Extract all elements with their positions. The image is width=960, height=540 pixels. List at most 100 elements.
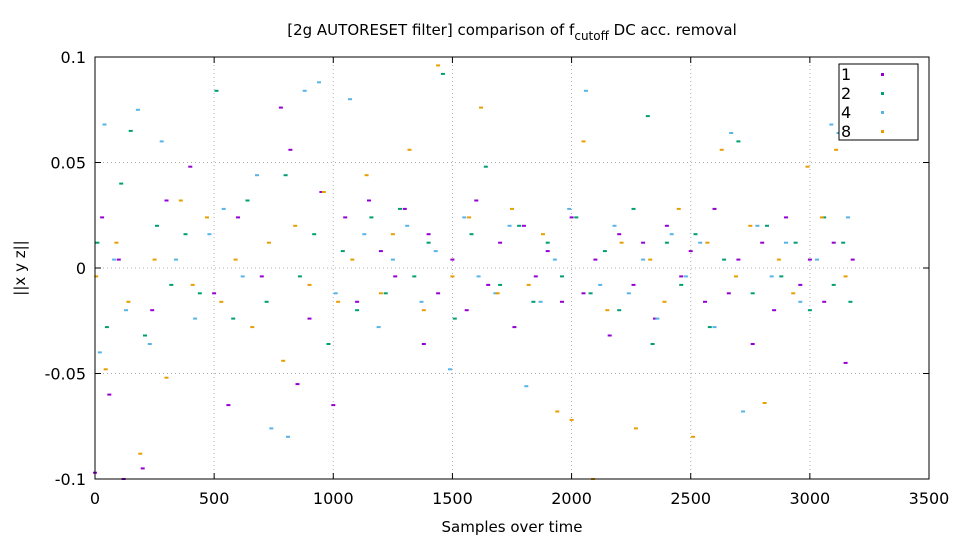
data-point	[664, 224, 669, 227]
data-point	[426, 233, 431, 236]
series-8	[94, 64, 848, 480]
data-point	[440, 72, 445, 75]
data-point	[605, 309, 610, 312]
data-point	[807, 309, 812, 312]
data-point	[479, 106, 483, 109]
data-point	[188, 165, 193, 168]
legend-label: 8	[841, 122, 851, 141]
data-point	[250, 326, 255, 329]
data-point	[281, 359, 286, 362]
axis-ticks: 0 500 1000 1500 2000 2500 3000 3500 -0.1 -0.05 0 0.…	[45, 48, 950, 508]
data-point	[538, 300, 543, 303]
data-point	[286, 435, 290, 438]
y-tick-label: 0.05	[50, 154, 86, 173]
data-point	[581, 292, 586, 295]
data-point	[641, 241, 646, 244]
data-point	[772, 309, 777, 312]
data-point	[722, 258, 727, 261]
data-point	[521, 224, 526, 227]
data-point	[617, 233, 622, 236]
y-tick-label: -0.05	[45, 365, 86, 384]
data-point	[150, 309, 155, 312]
data-point	[741, 410, 746, 413]
data-point	[307, 283, 312, 286]
y-axis-label: ||x y z||	[11, 240, 29, 295]
data-point	[135, 108, 140, 111]
data-point	[402, 207, 407, 210]
data-point	[462, 216, 467, 219]
data-point	[193, 317, 198, 320]
data-point	[750, 343, 755, 345]
data-point	[383, 292, 388, 295]
data-point	[138, 452, 143, 455]
data-point	[421, 343, 426, 345]
legend-label: 1	[841, 65, 851, 84]
data-point	[100, 216, 105, 219]
data-point	[226, 404, 231, 407]
data-point	[297, 275, 302, 278]
data-point	[669, 233, 674, 236]
data-point	[641, 258, 646, 261]
data-point	[483, 165, 488, 168]
data-point	[755, 224, 760, 227]
data-point	[831, 241, 836, 244]
data-point	[143, 334, 147, 337]
data-point	[498, 241, 503, 244]
data-point	[467, 216, 472, 219]
data-point	[419, 300, 424, 303]
data-point	[319, 191, 324, 193]
data-point	[355, 309, 360, 312]
data-point	[336, 300, 341, 303]
data-point	[355, 300, 360, 303]
series-2	[95, 72, 853, 345]
data-point	[843, 361, 848, 364]
data-point	[846, 216, 850, 219]
data-point	[288, 148, 293, 151]
data-point	[376, 326, 381, 329]
data-points	[93, 64, 855, 480]
data-point	[114, 241, 119, 244]
data-point	[736, 258, 741, 261]
data-point	[524, 385, 529, 388]
data-point	[393, 275, 398, 278]
data-point	[104, 326, 109, 329]
data-point	[233, 258, 238, 261]
chart-title-prefix: [2g AUTORESET filter] comparison of f	[287, 21, 575, 39]
data-point	[526, 283, 531, 286]
data-point	[390, 233, 395, 236]
data-point	[726, 292, 731, 295]
series-1	[93, 106, 855, 480]
data-point	[619, 241, 624, 244]
data-point	[679, 275, 684, 278]
data-point	[469, 233, 474, 236]
data-point	[240, 275, 245, 278]
data-point	[762, 402, 767, 404]
data-point	[843, 275, 848, 278]
x-tick-label: 3000	[789, 489, 830, 508]
data-point	[583, 89, 588, 92]
data-point	[112, 258, 117, 261]
data-point	[588, 292, 593, 295]
data-point	[245, 199, 250, 202]
data-point	[207, 233, 212, 236]
data-point	[493, 292, 498, 295]
data-point	[517, 224, 522, 227]
data-point	[834, 148, 839, 151]
data-point	[178, 199, 183, 202]
data-point	[645, 115, 650, 118]
data-point	[807, 258, 812, 261]
data-point	[712, 207, 717, 210]
data-point	[147, 343, 152, 345]
data-point	[436, 64, 441, 67]
data-point	[464, 309, 469, 312]
data-point	[560, 275, 564, 278]
data-point	[326, 343, 331, 345]
x-tick-label: 2000	[551, 489, 592, 508]
data-point	[107, 393, 112, 396]
data-point	[664, 241, 669, 244]
data-point	[214, 89, 219, 92]
data-point	[545, 241, 550, 244]
data-point	[476, 275, 481, 278]
data-point	[729, 132, 734, 134]
